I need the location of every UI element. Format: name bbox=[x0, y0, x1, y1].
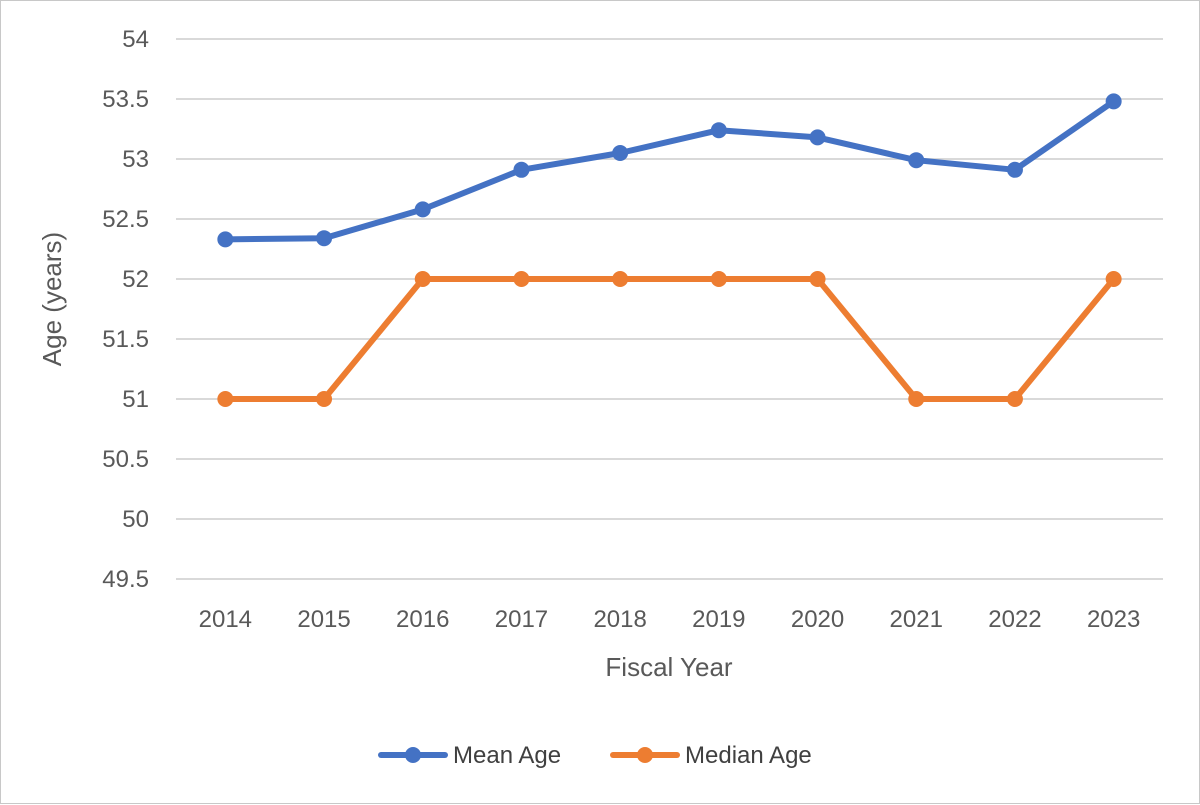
data-point bbox=[1105, 271, 1122, 287]
x-tick-label: 2021 bbox=[890, 606, 943, 633]
data-point bbox=[710, 271, 727, 287]
legend: Mean Age Median Age bbox=[378, 742, 812, 769]
x-tick-label: 2016 bbox=[396, 606, 449, 633]
x-tick-label: 2020 bbox=[791, 606, 844, 633]
data-point bbox=[1006, 161, 1023, 178]
y-axis-title: Age (years) bbox=[37, 232, 67, 366]
x-tick-label: 2023 bbox=[1087, 606, 1140, 633]
legend-swatch-marker bbox=[637, 747, 653, 763]
gridlines bbox=[176, 38, 1163, 580]
x-axis-ticks: 2014 2015 2016 2017 2018 2019 2020 2021 2022 2023 bbox=[199, 606, 1141, 633]
legend-label: Median Age bbox=[685, 742, 812, 769]
data-point bbox=[414, 201, 431, 218]
series-0 bbox=[217, 93, 1122, 248]
data-point bbox=[1006, 391, 1023, 407]
data-point bbox=[513, 161, 530, 178]
data-point bbox=[710, 122, 727, 139]
data-point bbox=[908, 152, 925, 169]
y-tick-label: 54 bbox=[122, 26, 149, 53]
x-tick-label: 2019 bbox=[692, 606, 745, 633]
data-point bbox=[1105, 93, 1122, 110]
data-point bbox=[513, 271, 530, 287]
y-tick-label: 53 bbox=[122, 146, 149, 173]
x-tick-label: 2014 bbox=[199, 606, 252, 633]
y-tick-label: 52.5 bbox=[102, 206, 149, 233]
legend-label: Mean Age bbox=[453, 742, 561, 769]
data-point bbox=[217, 231, 234, 248]
y-tick-label: 51.5 bbox=[102, 326, 149, 353]
legend-item: Mean Age bbox=[378, 742, 561, 769]
y-tick-label: 49.5 bbox=[102, 566, 149, 593]
x-tick-label: 2018 bbox=[593, 606, 646, 633]
data-point bbox=[316, 230, 333, 247]
data-point bbox=[809, 271, 826, 287]
y-tick-label: 53.5 bbox=[102, 86, 149, 113]
x-tick-label: 2017 bbox=[495, 606, 548, 633]
legend-swatch-marker bbox=[405, 747, 421, 763]
y-tick-label: 51 bbox=[122, 386, 149, 413]
x-tick-label: 2015 bbox=[297, 606, 350, 633]
data-point bbox=[217, 391, 234, 407]
data-point bbox=[316, 391, 333, 407]
data-point bbox=[908, 391, 925, 407]
series-line bbox=[222, 98, 1117, 243]
data-point bbox=[809, 129, 826, 146]
x-axis-title: Fiscal Year bbox=[605, 652, 733, 682]
y-tick-label: 50.5 bbox=[102, 446, 149, 473]
series-1 bbox=[217, 271, 1122, 407]
legend-item: Median Age bbox=[610, 742, 812, 769]
y-tick-label: 52 bbox=[122, 266, 149, 293]
series-group bbox=[217, 93, 1122, 407]
y-axis-ticks: 49.5 50 50.5 51 51.5 52 52.5 53 53.5 54 bbox=[102, 26, 149, 593]
y-tick-label: 50 bbox=[122, 506, 149, 533]
data-point bbox=[612, 145, 629, 161]
series-line bbox=[222, 276, 1117, 402]
data-point bbox=[414, 271, 431, 287]
data-point bbox=[612, 271, 629, 287]
x-tick-label: 2022 bbox=[988, 606, 1041, 633]
